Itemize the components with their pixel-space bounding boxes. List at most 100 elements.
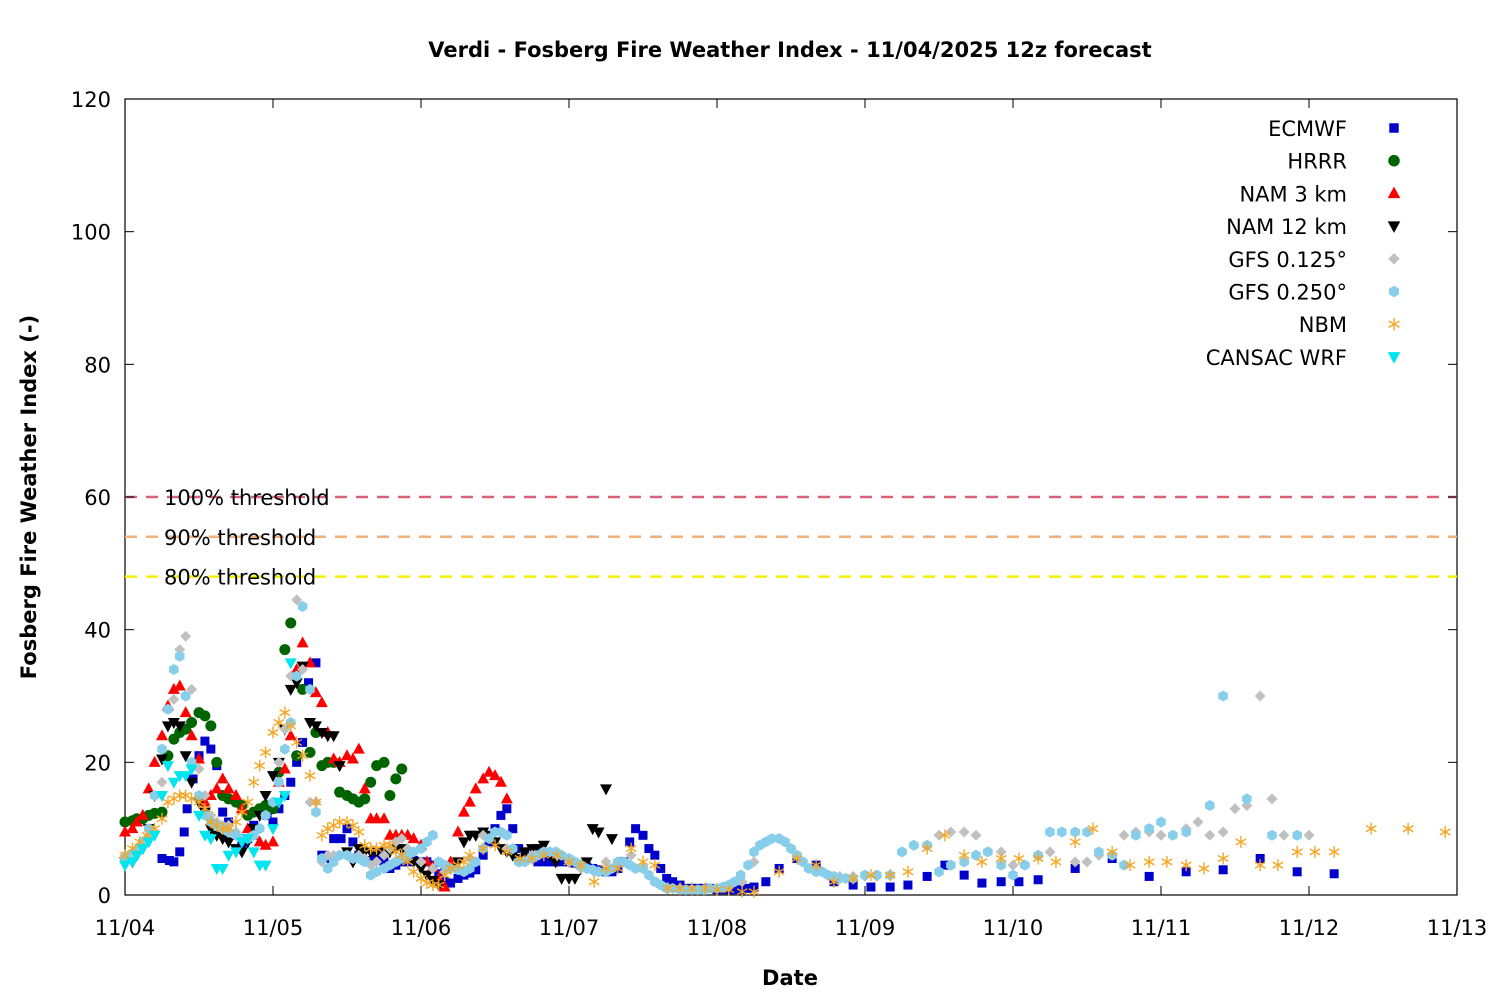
point-ecmwf <box>1292 867 1302 877</box>
point-nbm <box>600 862 612 875</box>
point-gfs-0-250 <box>1045 826 1055 838</box>
point-nbm <box>1198 862 1210 875</box>
point-gfs-0-250 <box>1218 690 1228 702</box>
asterisk-stroke <box>1309 848 1321 856</box>
asterisk-stroke <box>575 861 587 869</box>
asterisk-stroke <box>433 881 445 889</box>
point-gfs-0-125 <box>279 723 291 735</box>
point-nbm <box>384 839 396 852</box>
point-hrrr <box>279 644 291 656</box>
point-nam-3-km <box>179 706 192 718</box>
point-nam-3-km <box>185 729 198 741</box>
point-gfs-0-250 <box>1082 826 1092 838</box>
point-gfs-0-125 <box>1192 816 1204 828</box>
point-hrrr <box>291 750 303 762</box>
asterisk-stroke <box>285 722 297 730</box>
point-cansac-wrf <box>161 761 174 773</box>
point-nbm <box>1050 855 1062 868</box>
x-axis-title: Date <box>762 966 818 990</box>
point-nam-3-km <box>469 782 482 794</box>
point-cansac-wrf <box>136 844 149 856</box>
asterisk-stroke <box>711 886 723 894</box>
point-nam-3-km <box>253 835 266 847</box>
point-gfs-0-250 <box>959 856 969 868</box>
asterisk-stroke <box>310 798 322 806</box>
point-nam-12-km <box>315 727 328 739</box>
point-cansac-wrf <box>167 777 180 789</box>
point-nbm <box>674 882 686 895</box>
asterisk-stroke <box>686 884 698 892</box>
point-nbm <box>297 749 309 762</box>
point-ecmwf <box>736 885 746 895</box>
point-ecmwf <box>922 871 932 881</box>
asterisk-stroke <box>452 861 464 869</box>
point-nbm <box>588 875 600 888</box>
point-nbm <box>939 829 951 842</box>
point-nbm <box>1272 859 1284 872</box>
point-ecmwf <box>631 824 641 834</box>
point-gfs-0-125 <box>933 829 945 841</box>
point-ecmwf <box>379 857 389 867</box>
point-nbm <box>625 842 637 855</box>
point-nbm <box>958 849 970 862</box>
point-gfs-0-125 <box>156 776 168 788</box>
asterisk-stroke <box>958 851 970 859</box>
point-cansac-wrf <box>272 797 285 809</box>
point-gfs-0-250 <box>194 790 204 801</box>
point-nam-12-km <box>267 771 279 783</box>
point-nam-3-km <box>463 795 476 807</box>
asterisk-stroke <box>1050 858 1062 866</box>
point-hrrr <box>304 746 316 758</box>
point-ecmwf <box>656 863 666 873</box>
point-nam-12-km <box>259 791 272 802</box>
point-gfs-0-250 <box>1094 846 1104 858</box>
point-gfs-0-250 <box>872 869 882 881</box>
point-nbm <box>1309 845 1321 858</box>
point-nam-3-km <box>267 835 279 847</box>
point-nbm <box>310 796 322 809</box>
point-cansac-wrf <box>278 791 291 802</box>
asterisk-stroke <box>976 858 988 866</box>
asterisk-stroke <box>236 808 248 816</box>
point-gfs-0-125 <box>1303 829 1315 841</box>
asterisk-stroke <box>415 874 427 883</box>
point-ecmwf <box>1070 863 1080 873</box>
point-nbm <box>1402 822 1414 835</box>
asterisk-stroke <box>637 858 649 866</box>
point-gfs-0-250 <box>180 690 191 702</box>
asterisk-stroke <box>551 851 563 859</box>
point-gfs-0-250 <box>1144 823 1154 835</box>
asterisk-stroke <box>563 858 575 866</box>
point-nam-12-km <box>304 718 316 730</box>
point-gfs-0-125 <box>396 833 408 845</box>
point-nbm <box>884 869 896 882</box>
x-tick-label: 11/08 <box>687 916 748 940</box>
asterisk-stroke <box>439 871 451 879</box>
point-cansac-wrf <box>193 810 205 822</box>
point-hrrr <box>378 756 390 768</box>
point-nbm <box>748 885 760 898</box>
point-ecmwf <box>662 873 672 883</box>
point-gfs-0-250 <box>934 866 944 878</box>
point-nam-12-km <box>179 751 192 763</box>
asterisk-stroke <box>588 878 600 886</box>
point-ecmwf <box>157 854 167 864</box>
point-gfs-0-250 <box>556 849 567 861</box>
point-gfs-0-250 <box>157 743 167 755</box>
legend-label-nbm: NBM <box>1299 313 1347 337</box>
point-nam-3-km <box>126 822 139 834</box>
point-gfs-0-250 <box>508 843 518 855</box>
asterisk-stroke <box>1087 825 1099 833</box>
asterisk-stroke <box>316 831 328 839</box>
point-nam-3-km <box>315 696 328 708</box>
legend-label-gfs-0-250: GFS 0.250° <box>1228 281 1347 305</box>
asterisk-stroke <box>1069 838 1081 846</box>
point-hrrr <box>199 710 211 722</box>
point-nbm <box>976 855 988 868</box>
asterisk-stroke <box>748 888 760 896</box>
point-cansac-wrf <box>267 824 279 836</box>
point-gfs-0-250 <box>971 849 981 861</box>
asterisk-stroke <box>1124 861 1136 869</box>
asterisk-stroke <box>526 854 538 863</box>
